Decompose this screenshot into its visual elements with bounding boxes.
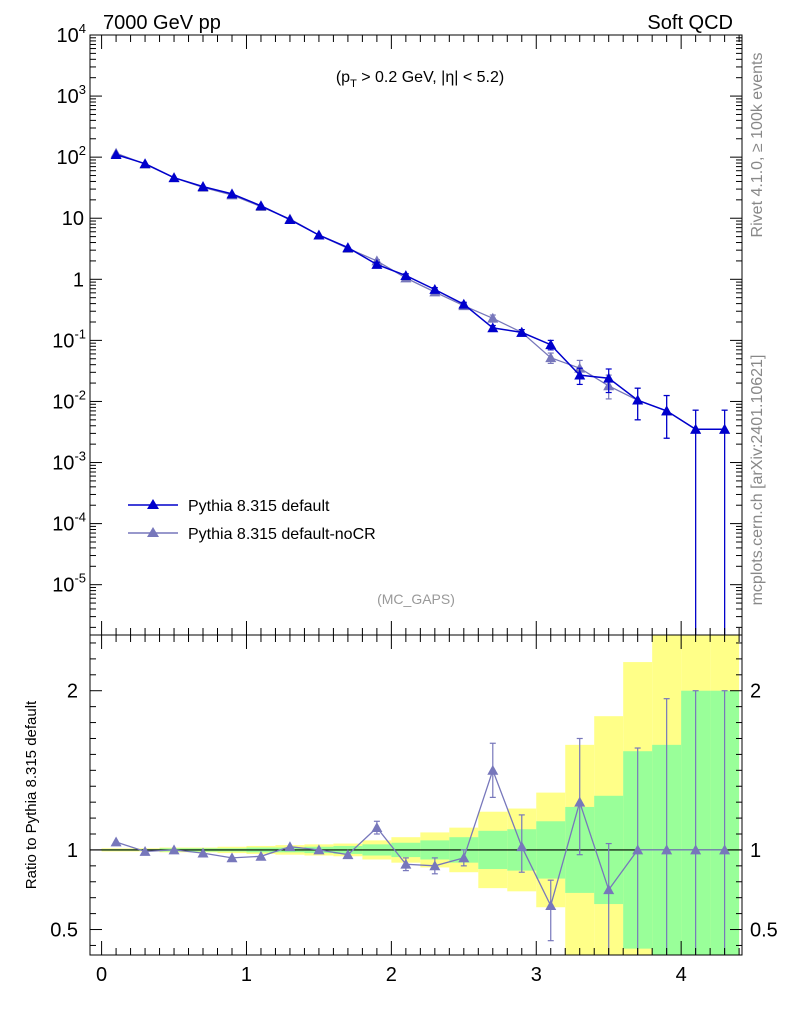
ratio-point [197,847,209,858]
ratio-panel: 2 2 1 1 0.5 0.5 0 1 2 3 4 [50,634,778,986]
y-tick-label: 10-4 [52,510,86,536]
y-tick-label: 10 [62,208,84,230]
legend-marker-nocr [147,527,159,537]
legend-label-default: Pythia 8.315 default [188,498,330,515]
data-point [719,423,731,434]
ratio-point [429,860,441,871]
y-tick-label: 10-1 [52,326,86,352]
ratio-series-nocr [110,690,731,955]
ratio-point [255,850,267,861]
data-point [429,284,441,294]
ratio-y-tick-label-right: 2 [750,681,761,703]
ratio-line [115,768,725,908]
x-tick-label: 2 [386,964,397,986]
data-point [313,229,325,240]
ratio-point [110,836,122,847]
ratio-point [284,841,296,852]
x-tick-label: 1 [241,964,252,986]
legend-entry-nocr: Pythia 8.315 default-noCR [128,526,376,543]
cut-sub: T [350,78,357,90]
rivet-label: Rivet 4.1.0, ≥ 100k events [749,53,766,238]
ratio-point [545,900,557,911]
data-point [226,188,238,199]
y-tick-label: 102 [57,143,86,169]
data-point [255,200,267,211]
data-point [632,394,644,405]
ratio-bands [101,635,740,955]
ratio-point [690,844,702,855]
ratio-point [313,844,325,855]
legend: Pythia 8.315 default Pythia 8.315 defaul… [128,498,376,543]
data-point [400,270,412,280]
series-line [115,152,725,430]
y-tick-label: 10-2 [52,387,86,413]
data-point [574,369,586,380]
ratio-point [661,844,673,855]
main-data-layer [110,147,731,635]
cut-rest: > 0.2 GeV, |η| < 5.2) [357,69,504,86]
data-point [197,181,209,191]
data-point [545,339,557,350]
data-point [516,326,528,337]
y-tick-label: 10-3 [52,449,86,475]
ratio-point [603,884,615,895]
x-tick-label: 3 [531,964,542,986]
ratio-point [371,822,383,833]
ratio-point [168,844,180,855]
ratio-point [516,841,528,852]
data-point [284,214,296,224]
data-point [342,242,354,253]
main-frame [89,34,743,636]
ratio-data-layer [90,690,742,955]
data-point [690,423,702,434]
ratio-point [400,858,412,869]
ratio-point [632,844,644,855]
ratio-ylabel: Ratio to Pythia 8.315 default [23,700,40,889]
y-tick-label: 104 [57,21,86,47]
data-point [487,322,499,333]
header-left: 7000 GeV pp [103,12,221,34]
ratio-point [487,764,499,775]
y-tick-label: 103 [57,82,86,108]
ratio-axes: 2 2 1 1 0.5 0.5 0 1 2 3 4 [50,635,778,986]
legend-label-nocr: Pythia 8.315 default-noCR [188,526,376,543]
data-point [110,149,122,160]
ratio-point [574,796,586,807]
ratio-y-tick-label-left: 2 [67,681,78,703]
header-right: Soft QCD [647,12,733,34]
data-point [458,298,470,309]
ratio-point [719,844,731,855]
ratio-y-tick-label-left: 0.5 [50,920,78,942]
cut-annotation: (pT > 0.2 GeV, |η| < 5.2) [336,69,504,90]
data-point [545,352,557,363]
ratio-y-tick-label-right: 0.5 [750,920,778,942]
cut-text: (p [336,69,350,86]
legend-entry-default: Pythia 8.315 default [128,498,330,515]
x-tick-label: 4 [676,964,687,986]
ratio-point [458,852,470,863]
data-point [139,158,151,169]
y-tick-label: 10-5 [52,571,86,597]
ratio-frame [89,634,743,956]
data-point [168,172,180,183]
legend-marker-default [147,499,159,509]
data-point [487,312,499,323]
data-point [603,372,615,383]
data-point [661,405,673,416]
x-tick-label: 0 [96,964,107,986]
analysis-label: (MC_GAPS) [377,591,455,607]
mcplots-label: mcplots.cern.ch [arXiv:2401.10621] [749,355,766,606]
series-line [115,153,725,431]
data-point [371,258,383,269]
ratio-y-tick-label-left: 1 [67,840,78,862]
ratio-point [342,849,354,860]
series-default [110,149,731,635]
ratio-point [226,852,238,863]
y-tick-label: 1 [73,269,84,291]
ratio-point [139,846,151,856]
ratio-y-tick-label-right: 1 [750,840,761,862]
